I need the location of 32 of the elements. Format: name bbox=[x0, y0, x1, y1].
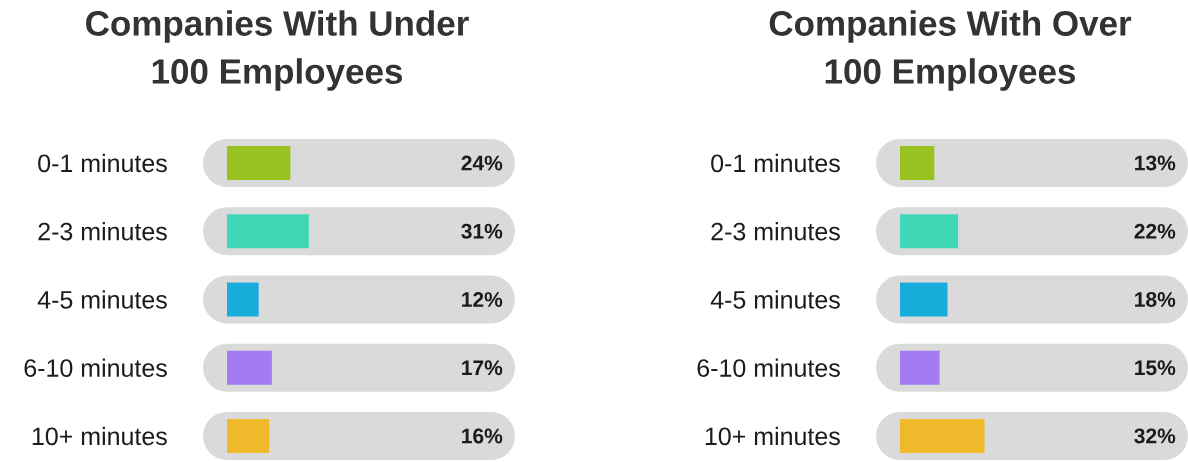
data-label: 13% bbox=[1135, 155, 1176, 171]
data-label: 15% bbox=[1135, 360, 1176, 376]
bar bbox=[227, 282, 259, 317]
y-tick-label: 6-10 minutes bbox=[697, 358, 840, 377]
data-label: 16% bbox=[462, 428, 503, 444]
bar bbox=[227, 419, 270, 453]
y-tick-label: 4-5 minutes bbox=[37, 290, 167, 309]
data-label: 12% bbox=[462, 292, 503, 307]
bar bbox=[900, 146, 935, 180]
chart-title: Companies With Over 100 Employees bbox=[769, 10, 1132, 91]
bar bbox=[227, 146, 291, 180]
bar bbox=[227, 214, 309, 249]
y-tick-label: 0-1 minutes bbox=[711, 153, 840, 173]
bar bbox=[227, 350, 272, 385]
y-tick-label: 0-1 minutes bbox=[38, 153, 167, 173]
data-label: 22% bbox=[1134, 223, 1176, 239]
data-label: 17% bbox=[462, 360, 503, 376]
data-label: 18% bbox=[1135, 292, 1176, 307]
data-label: 31% bbox=[461, 223, 503, 239]
bar bbox=[900, 350, 940, 385]
bar bbox=[900, 214, 959, 249]
bar bbox=[900, 419, 985, 453]
data-label: 32% bbox=[1134, 428, 1176, 444]
y-tick-label: 2-3 minutes bbox=[38, 222, 167, 241]
y-tick-label: 10+ minutes bbox=[32, 426, 167, 446]
y-tick-label: 10+ minutes bbox=[705, 426, 840, 446]
y-tick-label: 4-5 minutes bbox=[710, 290, 840, 309]
y-tick-label: 2-3 minutes bbox=[711, 222, 840, 241]
chart-title: Companies With Under 100 Employees bbox=[86, 10, 469, 91]
bar bbox=[900, 282, 948, 317]
y-tick-label: 6-10 minutes bbox=[24, 358, 167, 377]
data-label: 24% bbox=[461, 155, 503, 171]
